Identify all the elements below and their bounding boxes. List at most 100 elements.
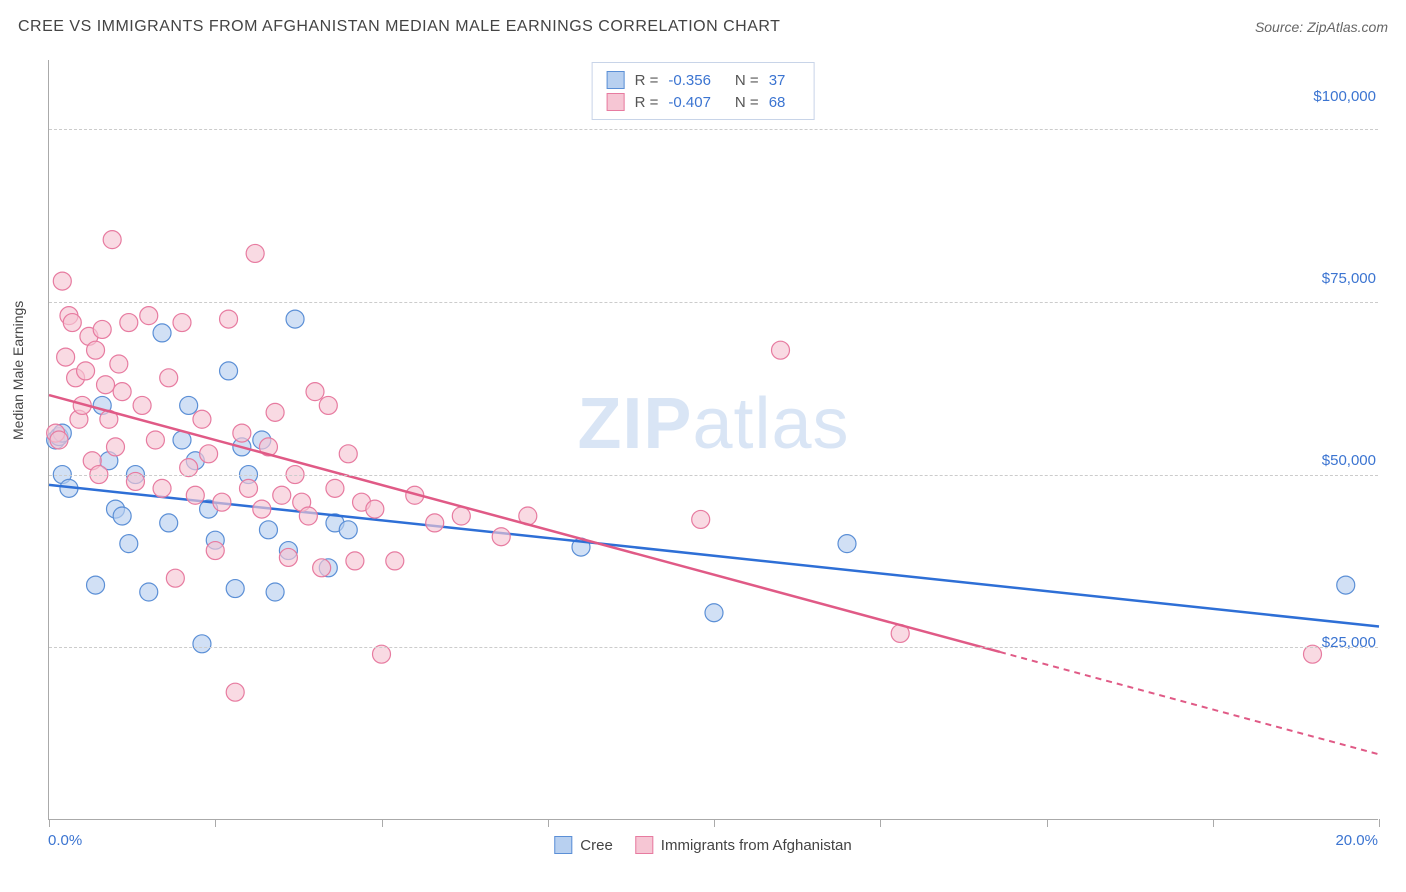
data-point xyxy=(220,362,238,380)
chart-title: CREE VS IMMIGRANTS FROM AFGHANISTAN MEDI… xyxy=(18,18,780,36)
data-point xyxy=(306,383,324,401)
legend-item-afghan: Immigrants from Afghanistan xyxy=(635,836,852,854)
x-tick xyxy=(548,819,549,827)
x-tick xyxy=(382,819,383,827)
data-point xyxy=(200,445,218,463)
data-point xyxy=(160,514,178,532)
data-point xyxy=(492,528,510,546)
data-point xyxy=(140,307,158,325)
trend-line xyxy=(49,395,1000,652)
data-point xyxy=(193,410,211,428)
data-point xyxy=(1337,576,1355,594)
gridline xyxy=(49,302,1378,303)
swatch-cree-icon xyxy=(554,836,572,854)
data-point xyxy=(319,396,337,414)
data-point xyxy=(233,424,251,442)
data-point xyxy=(53,272,71,290)
data-point xyxy=(299,507,317,525)
y-axis-label: Median Male Earnings xyxy=(10,301,26,440)
scatter-svg xyxy=(49,60,1378,819)
data-point xyxy=(206,542,224,560)
data-point xyxy=(160,369,178,387)
data-point xyxy=(107,438,125,456)
data-point xyxy=(253,500,271,518)
r-value-cree: -0.356 xyxy=(668,72,711,89)
data-point xyxy=(213,493,231,511)
data-point xyxy=(246,244,264,262)
data-point xyxy=(273,486,291,504)
n-value-afghan: 68 xyxy=(769,94,786,111)
data-point xyxy=(166,569,184,587)
data-point xyxy=(146,431,164,449)
data-point xyxy=(838,535,856,553)
data-point xyxy=(705,604,723,622)
x-tick xyxy=(714,819,715,827)
data-point xyxy=(346,552,364,570)
data-point xyxy=(63,314,81,332)
data-point xyxy=(153,479,171,497)
data-point xyxy=(226,580,244,598)
data-point xyxy=(279,548,297,566)
x-tick xyxy=(215,819,216,827)
chart-header: CREE VS IMMIGRANTS FROM AFGHANISTAN MEDI… xyxy=(18,18,1388,36)
data-point xyxy=(87,576,105,594)
data-point xyxy=(339,521,357,539)
gridline xyxy=(49,475,1378,476)
data-point xyxy=(153,324,171,342)
data-point xyxy=(97,376,115,394)
data-point xyxy=(339,445,357,463)
data-point xyxy=(140,583,158,601)
data-point xyxy=(220,310,238,328)
data-point xyxy=(103,231,121,249)
r-value-afghan: -0.407 xyxy=(668,94,711,111)
data-point xyxy=(452,507,470,525)
legend-item-cree: Cree xyxy=(554,836,613,854)
data-point xyxy=(133,396,151,414)
swatch-afghan-icon xyxy=(607,93,625,111)
gridline xyxy=(49,129,1378,130)
data-point xyxy=(113,507,131,525)
data-point xyxy=(286,310,304,328)
swatch-afghan-icon xyxy=(635,836,653,854)
plot-area: ZIPatlas xyxy=(48,60,1378,820)
x-tick xyxy=(1213,819,1214,827)
data-point xyxy=(772,341,790,359)
data-point xyxy=(87,341,105,359)
data-point xyxy=(186,486,204,504)
data-point xyxy=(110,355,128,373)
x-tick xyxy=(1047,819,1048,827)
data-point xyxy=(366,500,384,518)
data-point xyxy=(386,552,404,570)
x-tick xyxy=(880,819,881,827)
x-axis-min: 0.0% xyxy=(48,832,82,849)
x-tick xyxy=(49,819,50,827)
legend-row-afghan: R = -0.407 N = 68 xyxy=(607,91,800,113)
data-point xyxy=(57,348,75,366)
swatch-cree-icon xyxy=(607,71,625,89)
data-point xyxy=(93,320,111,338)
data-point xyxy=(120,535,138,553)
data-point xyxy=(50,431,68,449)
series-legend: Cree Immigrants from Afghanistan xyxy=(546,834,859,856)
data-point xyxy=(692,510,710,528)
data-point xyxy=(173,314,191,332)
source-attribution: Source: ZipAtlas.com xyxy=(1255,19,1388,35)
x-axis-max: 20.0% xyxy=(1335,832,1378,849)
trend-line-extrapolated xyxy=(1000,652,1379,754)
data-point xyxy=(313,559,331,577)
data-point xyxy=(326,479,344,497)
data-point xyxy=(120,314,138,332)
x-tick xyxy=(1379,819,1380,827)
data-point xyxy=(266,403,284,421)
data-point xyxy=(193,635,211,653)
data-point xyxy=(77,362,95,380)
data-point xyxy=(226,683,244,701)
gridline xyxy=(49,647,1378,648)
n-value-cree: 37 xyxy=(769,72,786,89)
data-point xyxy=(180,396,198,414)
data-point xyxy=(240,479,258,497)
legend-row-cree: R = -0.356 N = 37 xyxy=(607,69,800,91)
data-point xyxy=(259,521,277,539)
correlation-legend: R = -0.356 N = 37 R = -0.407 N = 68 xyxy=(592,62,815,120)
data-point xyxy=(426,514,444,532)
